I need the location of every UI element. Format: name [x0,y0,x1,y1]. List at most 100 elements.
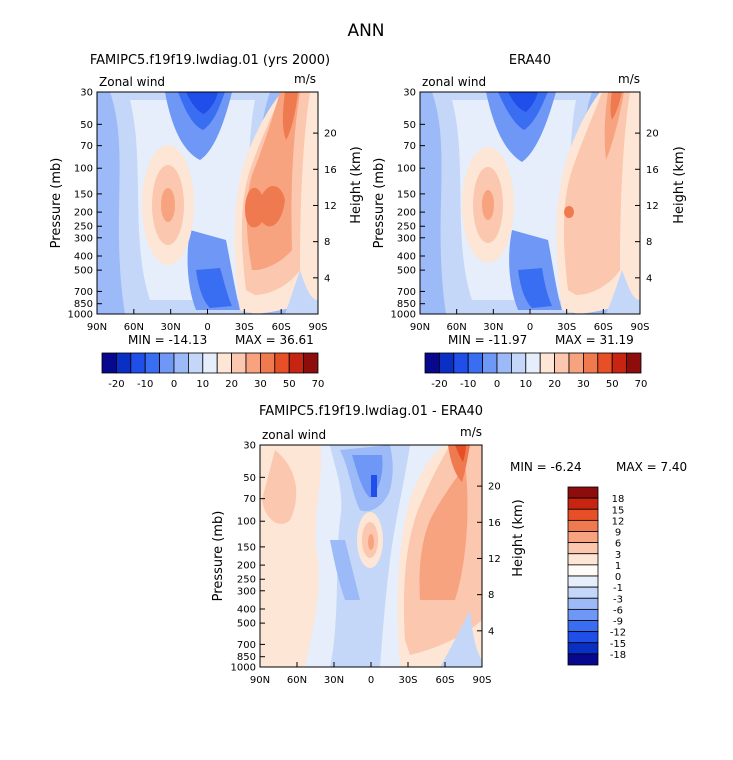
y-tick-label: 100 [237,517,256,528]
colorbar-box [567,597,599,610]
colorbar-box [116,352,132,374]
colorbar-box [453,352,469,374]
colorbar-label: 3 [615,550,621,561]
y-tick-label: 200 [397,208,416,219]
colorbar-box [539,352,556,374]
colorbar-label: 70 [312,379,325,390]
colorbar-label: -15 [610,639,626,650]
colorbar-label: 6 [615,539,621,550]
colorbar-label: 20 [548,379,561,390]
colorbar-label: 9 [615,528,621,539]
y-axis-label: Pressure (mb) [372,158,387,249]
min-label: MIN = -14.13 [128,333,207,347]
x-tick-label: 60N [287,675,307,686]
colorbar-box [274,352,290,374]
max-label: MAX = 7.40 [616,460,687,474]
x-tick-label: 90N [87,322,107,333]
colorbar-label: -20 [108,379,124,390]
y-tick-label: 700 [74,287,93,298]
panel-model: FAMIPC5.f19f19.lwdiag.01 (yrs 2000) Zona… [49,53,364,390]
panel-difference: FAMIPC5.f19f19.lwdiag.01 - ERA40 zonal w… [211,404,687,686]
colorbar-box [567,620,599,633]
height-tick-label: 12 [488,554,501,565]
colorbar-label: 70 [635,379,648,390]
colorbar-label: 0 [171,379,177,390]
y-tick-label: 500 [397,266,416,277]
colorbar-label: 20 [225,379,238,390]
colorbar-label: 10 [196,379,209,390]
y-axis-label: Pressure (mb) [49,158,64,249]
x-tick-label: 60S [594,322,613,333]
x-tick-label: 90S [630,322,649,333]
axes: 90N 60N 30N 0 30S 60S 90S 30 50 70 100 150 200 250300… [231,441,501,687]
y-tick-label: 250 [74,222,93,233]
height-tick-label: 4 [324,273,330,284]
y-tick-label: 1000 [391,310,416,321]
y-tick-label: 70 [243,494,256,505]
colorbar-box [173,352,189,374]
colorbar-label: -20 [431,379,447,390]
y-tick-label: 100 [74,164,93,175]
colorbar-box [567,608,599,621]
colorbar-box [567,531,599,544]
y-tick-label: 1000 [231,663,256,674]
panel-label-left: zonal wind [422,75,486,89]
colorbar-box [130,352,146,374]
colorbar-label: 12 [612,516,625,527]
panel-title: ERA40 [509,53,551,68]
y-tick-label: 30 [403,88,416,99]
panel-title: FAMIPC5.f19f19.lwdiag.01 (yrs 2000) [90,53,330,68]
y-tick-label: 200 [237,561,256,572]
y-tick-label: 50 [243,473,256,484]
colorbar-box [144,352,160,374]
colorbar-box [101,352,117,374]
axes: 90N 60N 30N 0 30S 60S 90S 30 50 70 100 150 200 250300… [68,88,337,334]
x-tick-label: 90N [410,322,430,333]
y-tick-label: 30 [80,88,93,99]
colorbar-box [438,352,455,374]
height-tick-label: 8 [488,590,494,601]
x-tick-label: 60S [435,675,454,686]
colorbar-box [626,352,642,374]
x-tick-label: 90N [250,675,270,686]
colorbar-label: 50 [606,379,619,390]
colorbar-box [567,642,599,655]
colorbar: -20 -10 0 10 20 30 50 70 [101,352,325,390]
colorbar-box [216,352,232,374]
y-tick-label: 850 [237,652,256,663]
x-tick-label: 60N [124,322,144,333]
colorbar-box [482,352,498,374]
min-label: MIN = -11.97 [448,333,527,347]
x-tick-label: 30N [161,322,181,333]
x-tick-label: 90S [472,675,491,686]
height-tick-label: 20 [646,129,659,140]
colorbar-label: -12 [610,628,626,639]
colorbar-box [159,352,175,374]
y-tick-label: 500 [74,266,93,277]
height-tick-label: 16 [324,165,337,176]
y-tick-label: 850 [74,299,93,310]
height-tick-label: 8 [324,237,330,248]
colorbar-label: 10 [519,379,532,390]
colorbar-label: -10 [460,379,476,390]
y-tick-label: 250 [237,575,256,586]
y-axis-label: Pressure (mb) [211,511,226,602]
y-tick-label: 300 [397,233,416,244]
colorbar-box [259,352,276,374]
colorbar-box [187,352,204,374]
colorbar-box [245,352,261,374]
colorbar-box [567,553,599,566]
colorbar-box [567,564,599,577]
colorbar-box [554,352,570,374]
x-tick-label: 60N [447,322,467,333]
min-label: MIN = -6.24 [510,460,582,474]
x-tick-label: 30S [557,322,576,333]
x-tick-label: 30N [324,675,344,686]
x-tick-label: 0 [527,322,533,333]
colorbar-box [496,352,512,374]
y-tick-label: 250 [397,222,416,233]
height-tick-label: 4 [646,273,652,284]
colorbar-box [467,352,484,374]
x-tick-label: 0 [368,675,374,686]
y-tick-label: 70 [403,141,416,152]
